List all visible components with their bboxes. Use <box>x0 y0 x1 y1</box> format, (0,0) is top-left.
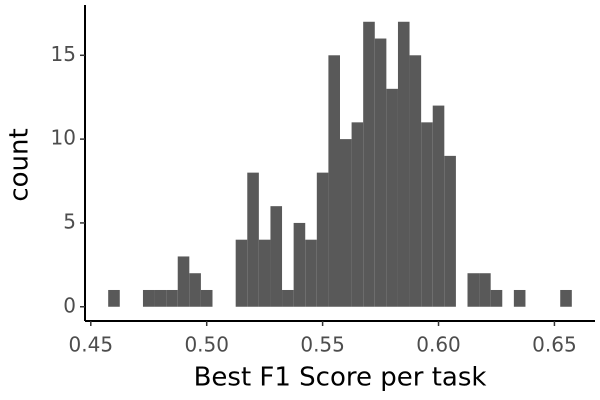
bar <box>200 289 213 307</box>
bar <box>444 155 456 307</box>
bar <box>374 38 387 307</box>
bar <box>235 239 248 307</box>
bar <box>397 21 410 307</box>
bar <box>386 88 398 307</box>
y-tick-label: 5 <box>63 209 76 233</box>
bar <box>142 289 155 307</box>
bar <box>328 55 340 307</box>
x-tick-label: 0.50 <box>184 333 229 357</box>
bar <box>351 122 364 307</box>
x-axis-title: Best F1 Score per task <box>194 363 487 393</box>
bar <box>316 172 329 307</box>
bar <box>108 289 120 307</box>
bar <box>293 222 306 307</box>
y-axis-title: count <box>5 128 35 201</box>
bar <box>421 122 433 307</box>
bar <box>305 239 317 307</box>
bar <box>467 273 480 307</box>
bar <box>189 273 201 307</box>
bar <box>258 239 271 307</box>
x-tick-label: 0.55 <box>300 333 345 357</box>
bar <box>490 289 503 307</box>
y-tick-label: 15 <box>51 42 76 66</box>
bar <box>363 21 375 307</box>
bar <box>154 289 167 307</box>
bar <box>247 172 259 307</box>
y-tick-label: 10 <box>51 126 76 150</box>
bar <box>177 256 190 307</box>
bar <box>409 55 422 307</box>
bar <box>479 273 491 307</box>
bar <box>270 206 283 307</box>
bar <box>560 289 572 307</box>
bar <box>166 289 178 307</box>
x-tick-label: 0.60 <box>416 333 461 357</box>
y-tick-label: 0 <box>63 293 76 317</box>
bar <box>432 105 445 307</box>
x-tick-label: 0.45 <box>69 333 114 357</box>
bar <box>340 139 352 307</box>
bar <box>282 289 294 307</box>
x-tick-label: 0.65 <box>532 333 577 357</box>
bar <box>513 289 526 307</box>
